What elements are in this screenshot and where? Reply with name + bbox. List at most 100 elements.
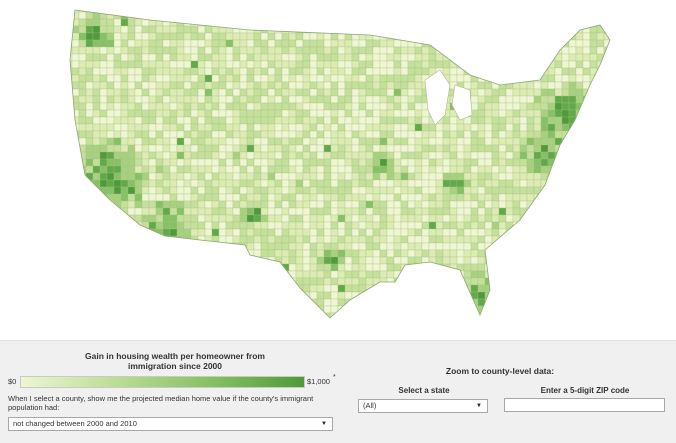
county-cell[interactable] bbox=[379, 249, 388, 258]
county-cell[interactable] bbox=[85, 207, 94, 216]
county-cell[interactable] bbox=[260, 298, 269, 307]
county-cell[interactable] bbox=[176, 305, 185, 314]
county-cell[interactable] bbox=[365, 214, 374, 223]
county-cell[interactable] bbox=[414, 284, 423, 293]
county-cell[interactable] bbox=[463, 137, 472, 146]
county-cell[interactable] bbox=[330, 291, 339, 300]
county-cell[interactable] bbox=[554, 186, 563, 195]
county-cell[interactable] bbox=[330, 130, 339, 139]
county-cell[interactable] bbox=[449, 39, 458, 48]
county-cell[interactable] bbox=[407, 172, 416, 181]
county-cell[interactable] bbox=[176, 270, 185, 279]
county-cell[interactable] bbox=[386, 207, 395, 216]
county-cell[interactable] bbox=[288, 256, 297, 265]
county-cell[interactable] bbox=[260, 144, 269, 153]
county-cell[interactable] bbox=[533, 277, 542, 286]
county-cell[interactable] bbox=[456, 67, 465, 76]
county-cell[interactable] bbox=[582, 186, 591, 195]
county-cell[interactable] bbox=[162, 109, 171, 118]
county-cell[interactable] bbox=[407, 235, 416, 244]
county-cell[interactable] bbox=[225, 32, 234, 41]
county-cell[interactable] bbox=[253, 46, 262, 55]
county-cell[interactable] bbox=[211, 312, 220, 320]
county-cell[interactable] bbox=[176, 291, 185, 300]
county-cell[interactable] bbox=[99, 228, 108, 237]
county-cell[interactable] bbox=[477, 95, 486, 104]
county-cell[interactable] bbox=[281, 200, 290, 209]
county-cell[interactable] bbox=[148, 193, 157, 202]
county-cell[interactable] bbox=[344, 116, 353, 125]
county-cell[interactable] bbox=[351, 284, 360, 293]
county-cell[interactable] bbox=[596, 88, 605, 97]
county-cell[interactable] bbox=[505, 130, 514, 139]
county-cell[interactable] bbox=[344, 46, 353, 55]
county-cell[interactable] bbox=[533, 172, 542, 181]
county-cell[interactable] bbox=[169, 32, 178, 41]
county-cell[interactable] bbox=[498, 102, 507, 111]
county-cell[interactable] bbox=[526, 123, 535, 132]
county-cell[interactable] bbox=[79, 320, 86, 327]
county-cell[interactable] bbox=[302, 228, 311, 237]
county-cell[interactable] bbox=[365, 228, 374, 237]
county-cell[interactable] bbox=[554, 60, 563, 69]
county-cell[interactable] bbox=[92, 221, 101, 230]
county-cell[interactable] bbox=[533, 46, 542, 55]
county-cell[interactable] bbox=[561, 291, 570, 300]
county-cell[interactable] bbox=[344, 214, 353, 223]
county-cell[interactable] bbox=[512, 165, 521, 174]
county-cell[interactable] bbox=[337, 207, 346, 216]
county-cell[interactable] bbox=[365, 165, 374, 174]
county-cell[interactable] bbox=[582, 298, 591, 307]
county-cell[interactable] bbox=[183, 186, 192, 195]
county-cell[interactable] bbox=[155, 116, 164, 125]
county-cell[interactable] bbox=[317, 320, 324, 327]
county-cell[interactable] bbox=[582, 151, 591, 160]
county-cell[interactable] bbox=[309, 74, 318, 83]
county-cell[interactable] bbox=[106, 277, 115, 286]
county-cell[interactable] bbox=[246, 305, 255, 314]
county-cell[interactable] bbox=[337, 116, 346, 125]
county-cell[interactable] bbox=[78, 193, 87, 202]
county-cell[interactable] bbox=[239, 277, 248, 286]
county-cell[interactable] bbox=[155, 298, 164, 307]
county-cell[interactable] bbox=[260, 130, 269, 139]
county-cell[interactable] bbox=[323, 263, 332, 272]
county-cell[interactable] bbox=[218, 144, 227, 153]
county-cell[interactable] bbox=[554, 18, 563, 27]
county-cell[interactable] bbox=[190, 88, 199, 97]
county-cell[interactable] bbox=[134, 32, 143, 41]
county-cell[interactable] bbox=[260, 249, 269, 258]
county-cell[interactable] bbox=[519, 235, 528, 244]
county-cell[interactable] bbox=[316, 291, 325, 300]
county-cell[interactable] bbox=[281, 165, 290, 174]
county-cell[interactable] bbox=[176, 172, 185, 181]
county-cell[interactable] bbox=[330, 186, 339, 195]
county-cell[interactable] bbox=[106, 298, 115, 307]
county-cell[interactable] bbox=[141, 109, 150, 118]
county-cell[interactable] bbox=[484, 88, 493, 97]
county-cell[interactable] bbox=[71, 270, 80, 279]
county-cell[interactable] bbox=[449, 284, 458, 293]
county-cell[interactable] bbox=[288, 109, 297, 118]
county-cell[interactable] bbox=[240, 327, 247, 334]
county-cell[interactable] bbox=[561, 284, 570, 293]
county-cell[interactable] bbox=[253, 81, 262, 90]
county-cell[interactable] bbox=[190, 172, 199, 181]
county-cell[interactable] bbox=[225, 249, 234, 258]
county-cell[interactable] bbox=[547, 39, 556, 48]
county-cell[interactable] bbox=[456, 249, 465, 258]
county-cell[interactable] bbox=[372, 81, 381, 90]
county-cell[interactable] bbox=[120, 67, 129, 76]
county-cell[interactable] bbox=[148, 39, 157, 48]
county-cell[interactable] bbox=[358, 193, 367, 202]
county-cell[interactable] bbox=[225, 312, 234, 320]
county-cell[interactable] bbox=[183, 116, 192, 125]
county-cell[interactable] bbox=[540, 151, 549, 160]
county-cell[interactable] bbox=[162, 291, 171, 300]
county-cell[interactable] bbox=[470, 228, 479, 237]
county-cell[interactable] bbox=[568, 186, 577, 195]
county-cell[interactable] bbox=[512, 312, 521, 320]
county-cell[interactable] bbox=[127, 74, 136, 83]
county-cell[interactable] bbox=[323, 137, 332, 146]
county-cell[interactable] bbox=[169, 305, 178, 314]
